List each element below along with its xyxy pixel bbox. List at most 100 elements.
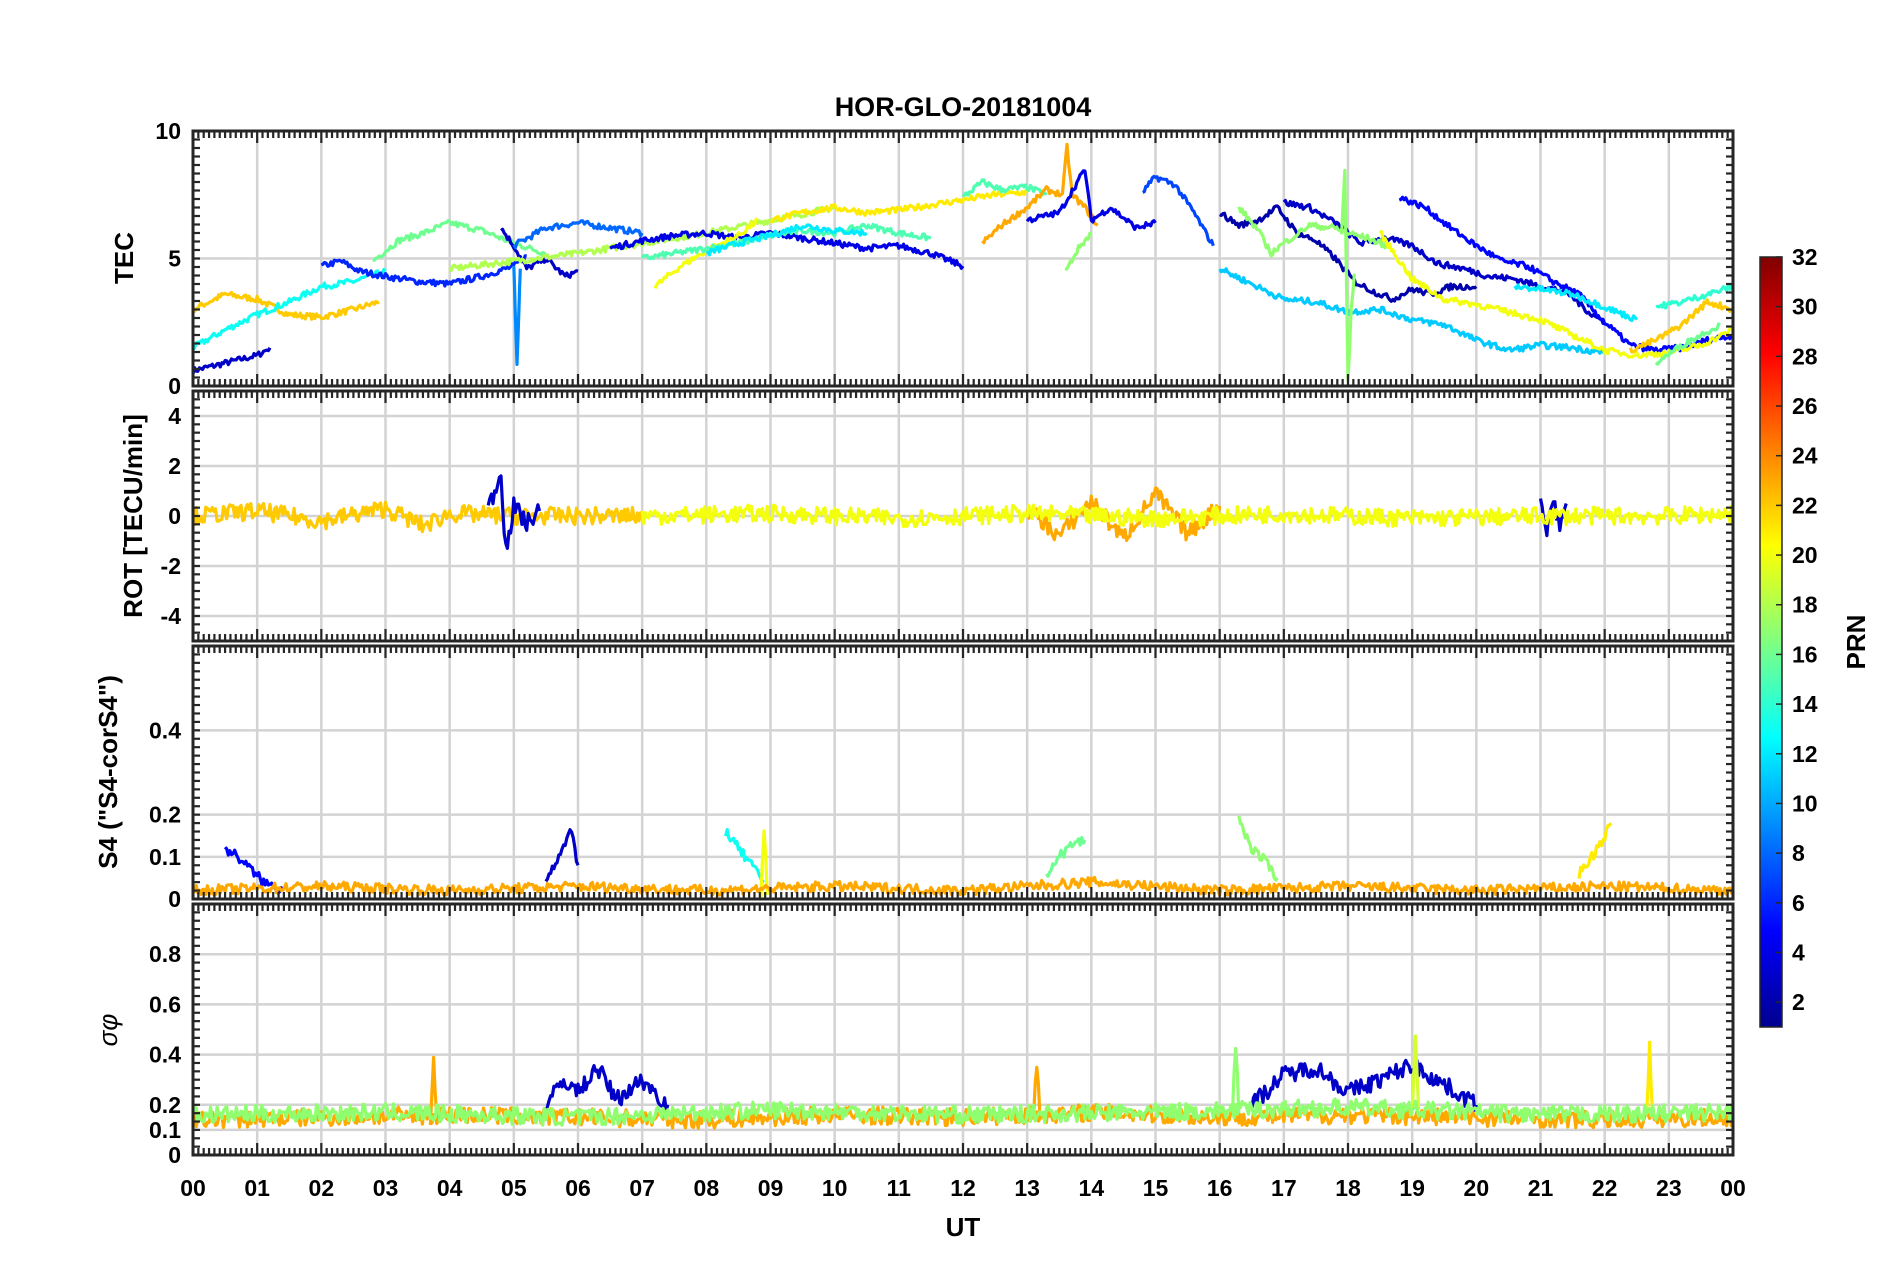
x-axis-label: UT: [946, 1212, 981, 1242]
tec-series-prn-17: [1237, 206, 1388, 258]
rot-series-prn-3: [486, 474, 542, 550]
tec-series-prn-8: [512, 219, 644, 250]
tec-series-prn-11: [1218, 267, 1606, 356]
colorbar-tick-label: 30: [1792, 294, 1818, 320]
rot-y-tick-label: -2: [161, 553, 181, 579]
tec-ticks: [191, 129, 1735, 388]
rot-ylabel: ROT [TECU/min]: [118, 414, 148, 618]
s4-series-prn-20: [759, 829, 769, 897]
colorbar-tick-label: 18: [1792, 592, 1818, 618]
colorbar-tick-label: 8: [1792, 840, 1805, 866]
tec-series-prn-12: [705, 223, 868, 257]
x-tick-label: 12: [950, 1175, 976, 1201]
sigma-ylabel: σφ: [93, 1014, 123, 1047]
x-tick-label: 05: [501, 1175, 527, 1201]
sigma-series-prn-21: [1644, 1040, 1655, 1118]
tec-series-prn-17: [1064, 231, 1092, 272]
colorbar-tick-label: 6: [1792, 890, 1805, 916]
x-tick-label: 19: [1399, 1175, 1425, 1201]
x-tick-label: 23: [1656, 1175, 1682, 1201]
tec-ylabel: TEC: [109, 232, 139, 284]
rot-series-prn-20: [640, 503, 1733, 529]
tec-series-prn-13: [193, 267, 387, 351]
sigma-series-prn-17: [1230, 1046, 1241, 1118]
rot-panel: -4 -2 0 2 4 ROT [TECU/min]: [118, 389, 1735, 643]
rot-series-prn-23: [1025, 486, 1222, 542]
x-tick-label: 15: [1143, 1175, 1169, 1201]
colorbar-tick-label: 14: [1792, 691, 1818, 717]
tec-panel: 0 5 10 TEC: [109, 118, 1735, 399]
x-tick-label: 07: [629, 1175, 655, 1201]
s4-y-tick-label: 0: [168, 886, 181, 912]
s4-series-prn-17: [1237, 815, 1279, 882]
tec-series: [193, 142, 1733, 382]
x-tick-label: 21: [1528, 1175, 1554, 1201]
tec-y-tick-label: 5: [168, 246, 181, 272]
s4-panel: 0 0.1 0.2 0.4 S4 ("S4-corS4"): [93, 644, 1735, 912]
x-tick-label: 02: [309, 1175, 335, 1201]
tec-series-prn-16: [1654, 322, 1721, 366]
tec-series-prn-22: [1628, 298, 1733, 354]
sigma-series-prn-17: [193, 1097, 1733, 1127]
x-tick-label: 20: [1464, 1175, 1490, 1201]
sigma-y-tick-label: 0.6: [149, 991, 181, 1017]
rot-series: [193, 474, 1733, 550]
colorbar-label: PRN: [1841, 615, 1871, 670]
x-tick-label: 04: [437, 1175, 463, 1201]
s4-series-prn-16: [1045, 835, 1087, 878]
tec-series-prn-18: [448, 205, 835, 273]
colorbar-tick-label: 2: [1792, 989, 1805, 1015]
sigma-y-tick-label: 0.1: [149, 1117, 181, 1143]
colorbar-tick-label: 26: [1792, 393, 1818, 419]
sigma-y-tick-label: 0.2: [149, 1092, 181, 1118]
s4-series-prn-13: [724, 828, 765, 884]
tec-y-tick-labels: 0 5 10: [155, 118, 181, 399]
sigma-series-prn-23: [193, 1102, 1733, 1130]
s4-series-prn-3: [544, 828, 580, 883]
rot-ticks: [191, 389, 1735, 643]
x-tick-label: 00: [180, 1175, 206, 1201]
tec-series-prn-3: [193, 347, 272, 375]
s4-ticks: [191, 644, 1735, 901]
tec-series-prn-14: [1655, 283, 1733, 310]
s4-grid: [193, 646, 1733, 899]
tec-series-prn-4: [609, 229, 965, 270]
sigma-series-prn-23: [1032, 1065, 1042, 1118]
tec-series-prn-15: [961, 178, 1048, 198]
colorbar-tick-label: 12: [1792, 741, 1818, 767]
colorbar-tick-label: 10: [1792, 790, 1818, 816]
tec-y-tick-label: 10: [155, 118, 181, 144]
x-tick-label: 14: [1079, 1175, 1105, 1201]
colorbar-tick-label: 24: [1792, 443, 1818, 469]
rot-y-tick-label: -4: [161, 603, 182, 629]
tec-grid: [193, 131, 1733, 386]
tec-series-prn-21: [770, 189, 1029, 224]
colorbar-tick-label: 28: [1792, 343, 1818, 369]
sigma-y-tick-labels: 00.10.2 0.4 0.6 0.8: [149, 941, 181, 1168]
x-tick-label: 16: [1207, 1175, 1233, 1201]
x-tick-label: 06: [565, 1175, 591, 1201]
chart-title: HOR-GLO-20181004: [835, 92, 1092, 122]
sigma-y-tick-label: 0.8: [149, 941, 181, 967]
x-tick-labels: 00 01 02 03 04 05 06 07 08 09 10 11 12 13 14 15 16 17 18 19…: [180, 1175, 1746, 1201]
s4-y-tick-label: 0.4: [149, 717, 181, 743]
x-tick-label: 09: [758, 1175, 784, 1201]
tec-series-prn-23: [981, 142, 1099, 245]
rot-y-tick-label: 4: [168, 403, 181, 429]
sigma-panel: 00.10.2 0.4 0.6 0.8 σφ: [93, 902, 1735, 1168]
sigma-series-prn-19: [1410, 1034, 1421, 1114]
s4-ylabel: S4 ("S4-corS4"): [93, 675, 123, 869]
sigma-y-tick-label: 0: [168, 1142, 181, 1168]
rot-y-tick-label: 0: [168, 503, 181, 529]
x-tick-label: 11: [887, 1175, 912, 1201]
rot-y-tick-label: 2: [168, 453, 181, 479]
tec-y-tick-label: 0: [168, 373, 181, 399]
rot-y-tick-labels: -4 -2 0 2 4: [161, 403, 182, 629]
s4-series-prn-21: [1577, 822, 1613, 879]
tec-series-prn-9: [512, 265, 522, 366]
sigma-ticks: [191, 902, 1735, 1157]
x-tick-label: 18: [1335, 1175, 1361, 1201]
tec-series-prn-3: [1282, 198, 1606, 325]
